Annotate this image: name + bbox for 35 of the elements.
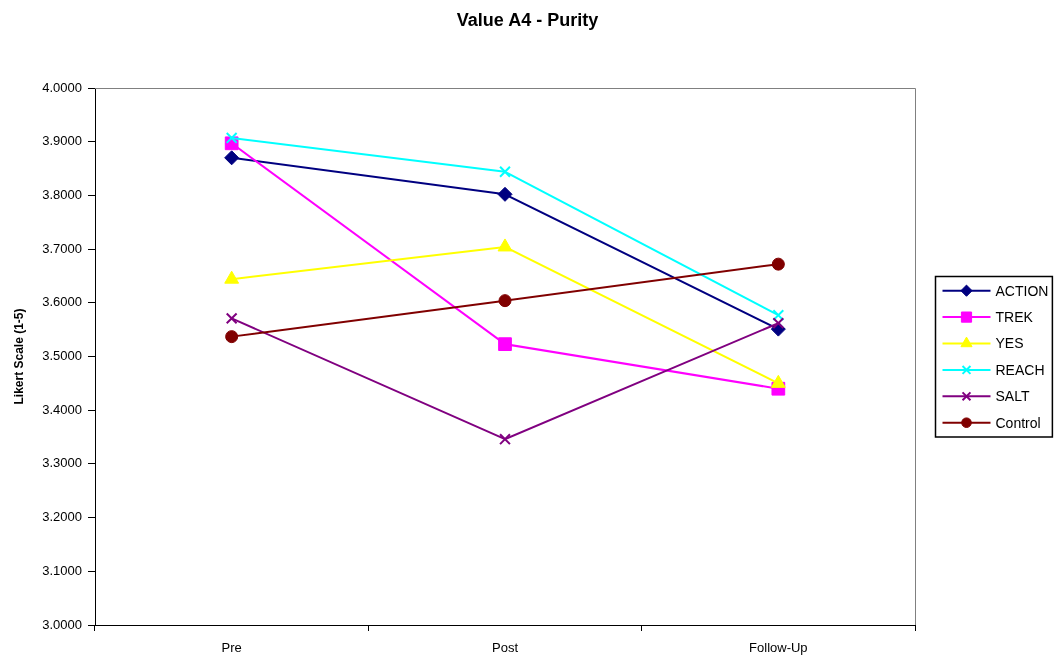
point (224, 150, 240, 166)
y-tick-label: 3.5000 (42, 348, 82, 364)
y-tick-label: 3.7000 (42, 240, 82, 256)
y-tick-label: 3.3000 (42, 455, 82, 471)
legend-label: TREK (995, 308, 1034, 325)
point (497, 186, 513, 202)
point (225, 330, 239, 344)
chart-title: Value A4 - Purity (456, 9, 599, 30)
point (498, 294, 512, 308)
y-axis-title: Likert Scale (1-5) (11, 308, 26, 405)
y-tick-label: 3.6000 (42, 294, 82, 310)
legend-label: YES (995, 335, 1024, 352)
x-tick-label: Follow-Up (749, 640, 808, 656)
point (497, 238, 513, 252)
point (771, 257, 785, 271)
point (772, 309, 785, 322)
point (772, 317, 785, 330)
x-tick-label: Pre (221, 640, 242, 656)
point (225, 131, 238, 144)
y-tick-label: 3.1000 (42, 562, 82, 578)
y-tick-label: 4.0000 (42, 79, 82, 95)
point (499, 433, 511, 446)
point (225, 312, 238, 325)
y-tick-label: 3.2000 (42, 509, 82, 525)
x-tick-label: Post (491, 640, 519, 656)
legend-label: REACH (995, 361, 1045, 378)
point (499, 165, 511, 178)
point (498, 337, 512, 352)
y-tick-label: 3.0000 (42, 616, 82, 632)
y-tick-label: 3.9000 (42, 133, 82, 149)
y-tick-label: 3.4000 (42, 401, 82, 417)
legend-label: Control (995, 414, 1041, 431)
legend-label: ACTION (995, 282, 1049, 299)
legend-label: SALT (995, 388, 1030, 405)
y-tick-label: 3.8000 (42, 186, 82, 202)
